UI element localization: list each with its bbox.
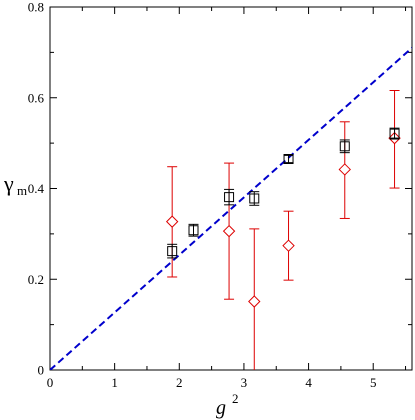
red-diamond-point [222, 224, 236, 238]
y-tick-label: 0.8 [28, 0, 44, 15]
red-diamond-point [338, 163, 351, 176]
x-tick-label: 4 [305, 375, 312, 390]
black-square-point [249, 193, 260, 204]
red-diamond-point [248, 295, 261, 308]
x-tick-label: 5 [370, 375, 377, 390]
fit-line [50, 47, 412, 370]
y-tick-label: 0 [38, 363, 45, 378]
black-square-point [167, 246, 178, 257]
x-tick-label: 3 [241, 375, 248, 390]
y-tick-label: 0.2 [28, 272, 44, 287]
black-square-point [283, 154, 294, 165]
black-square-point [389, 128, 400, 139]
x-tick-label: 1 [111, 375, 118, 390]
x-tick-label: 2 [176, 375, 183, 390]
x-tick-label: 0 [47, 375, 54, 390]
y-axis-label-subscript: m [17, 183, 27, 198]
x-axis-label: g [216, 397, 226, 419]
y-axis-label: γ [3, 171, 14, 196]
x-axis-label-superscript: 2 [232, 391, 239, 406]
plot-frame [49, 6, 413, 371]
black-square-point [339, 141, 350, 152]
y-tick-label: 0.4 [28, 181, 45, 196]
black-square-point [188, 225, 199, 236]
black-square-point [224, 192, 235, 203]
red-diamond-point [282, 239, 295, 252]
red-diamond-point [165, 215, 179, 228]
y-tick-label: 0.6 [28, 90, 45, 105]
